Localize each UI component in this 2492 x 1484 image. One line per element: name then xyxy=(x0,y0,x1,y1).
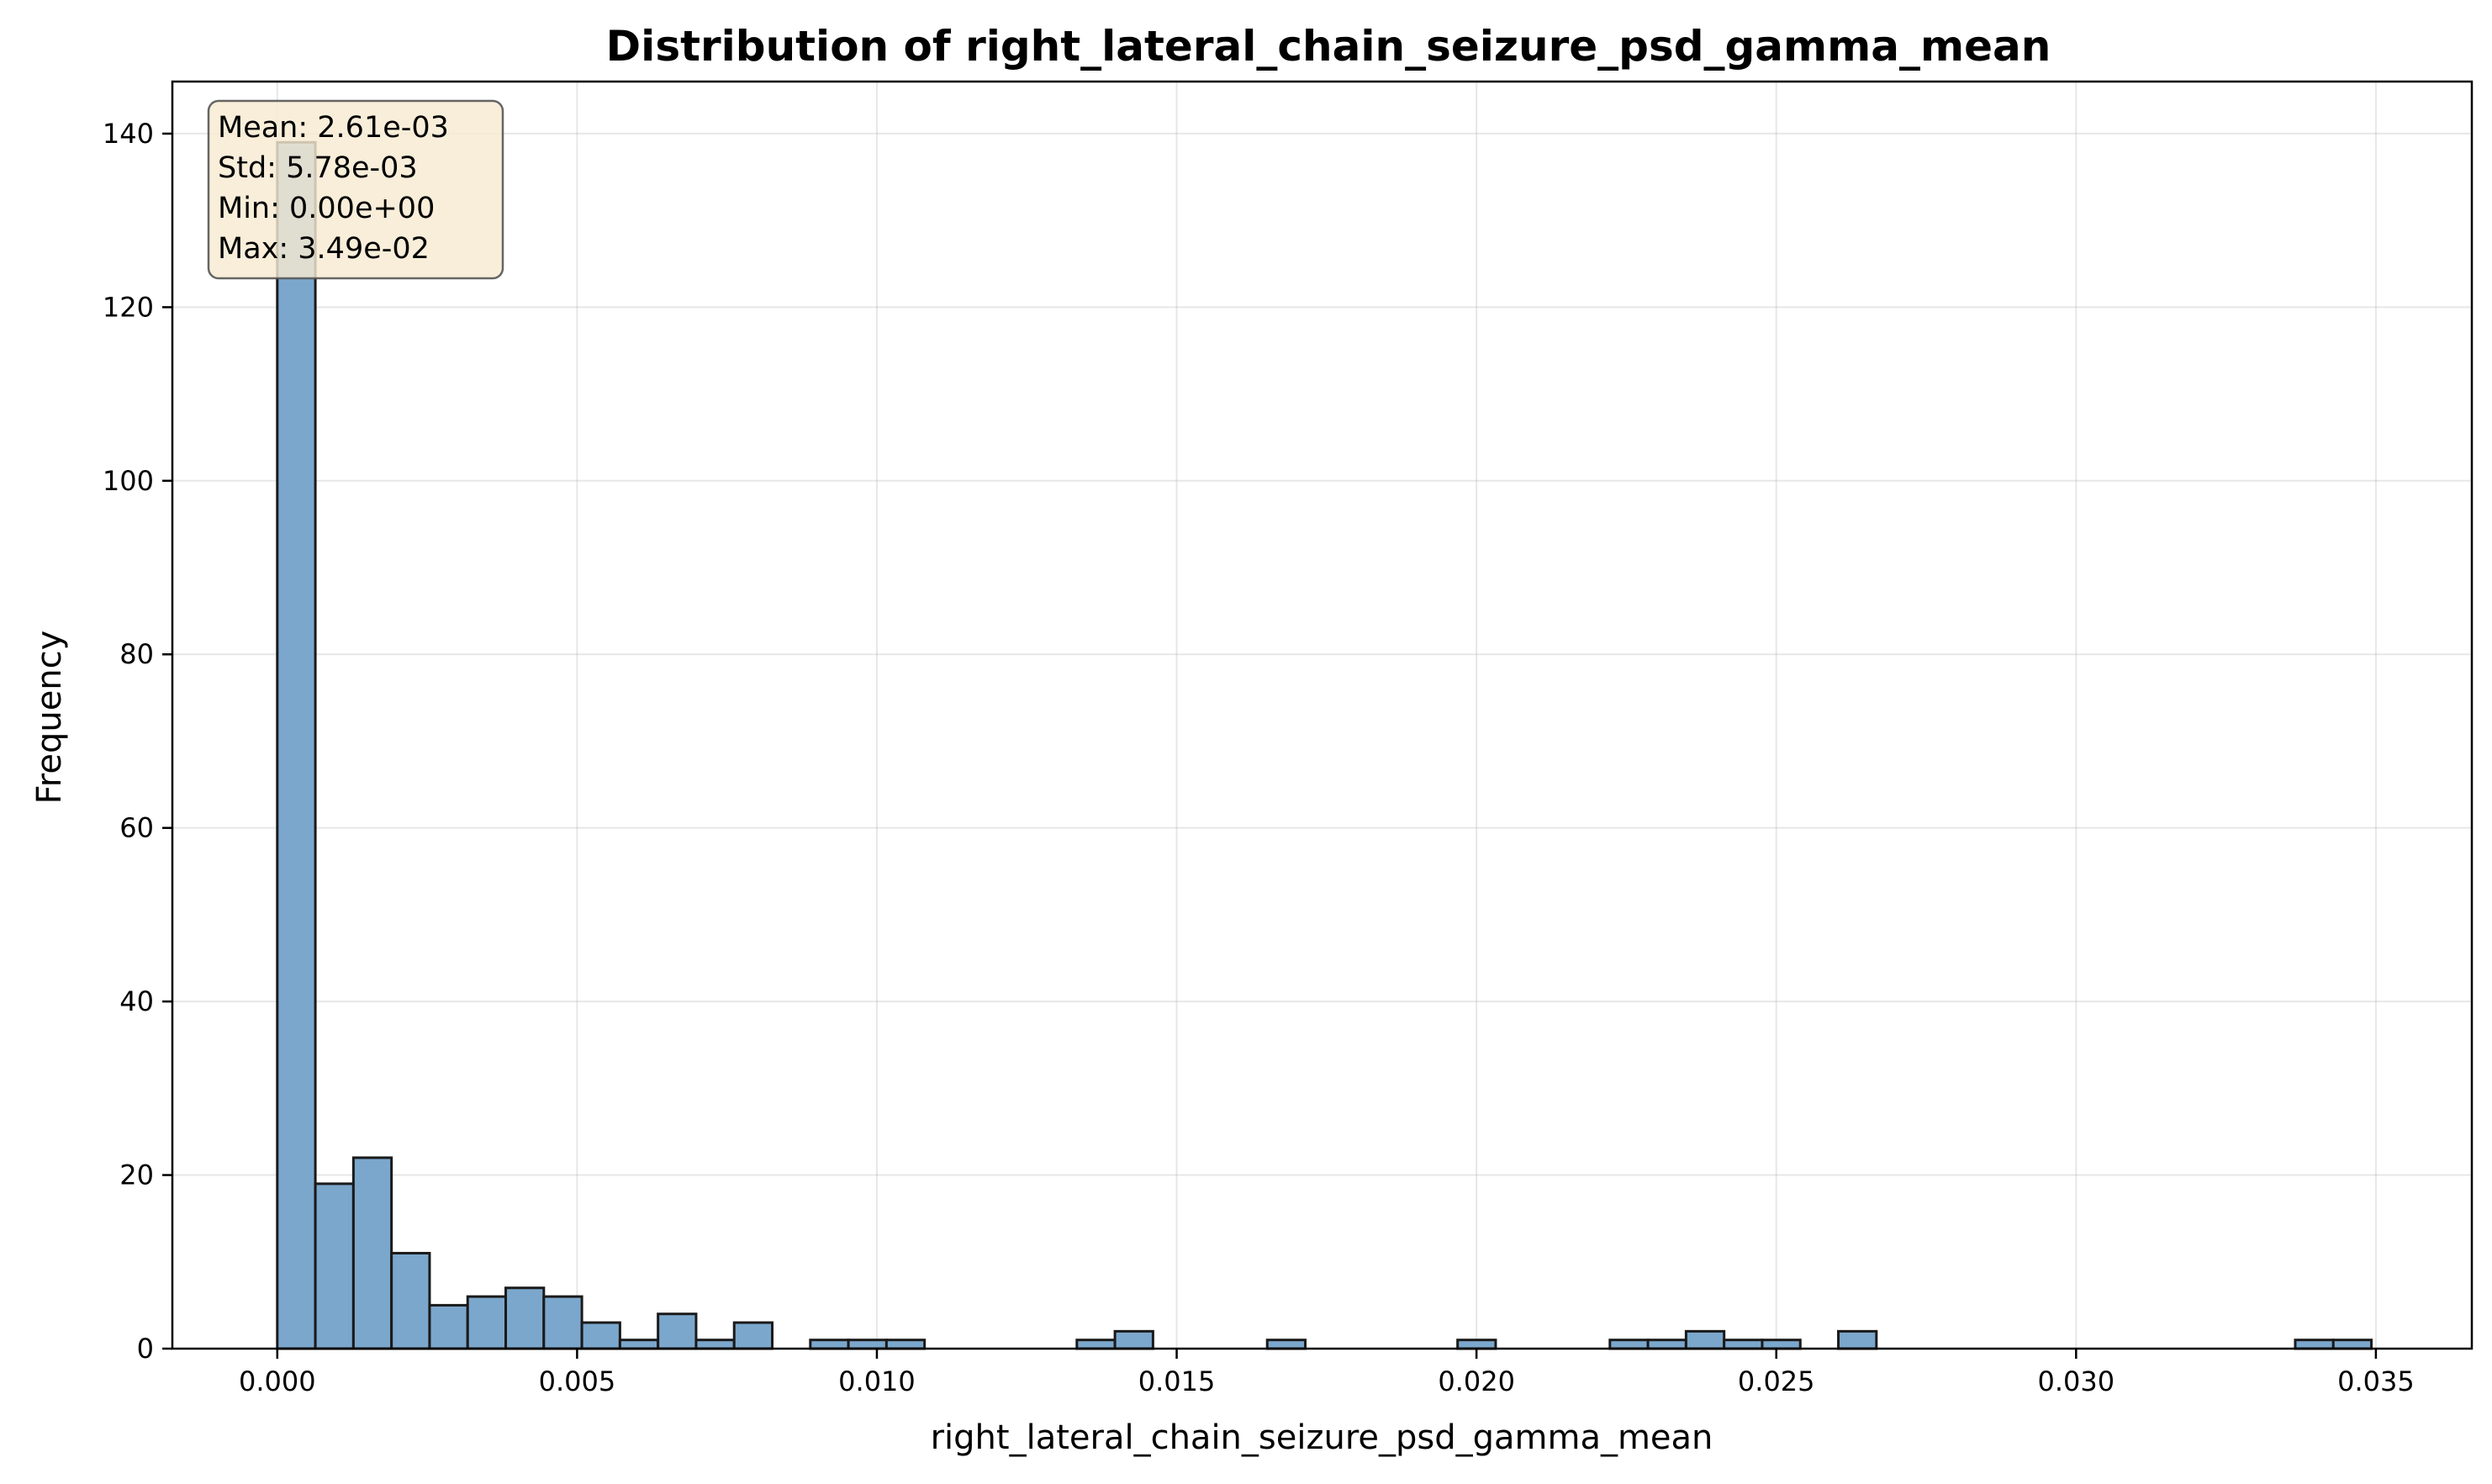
histogram-bar-38 xyxy=(1723,1339,1764,1350)
histogram-bar-9 xyxy=(618,1339,660,1350)
histogram-bar-21 xyxy=(1075,1339,1117,1350)
histogram-bar-54 xyxy=(2331,1339,2373,1350)
stats-box-background xyxy=(207,99,504,280)
histogram-bar-22 xyxy=(1113,1329,1154,1350)
stats-mean: Mean: 2.61e-03 xyxy=(218,111,449,145)
histogram-bar-39 xyxy=(1761,1339,1802,1350)
histogram-bar-0 xyxy=(276,140,317,1350)
x-tick-label-3: 0.015 xyxy=(1138,1365,1216,1397)
y-tick-label-1: 20 xyxy=(119,1159,154,1191)
histogram-bar-7 xyxy=(542,1295,583,1350)
histogram-bar-5 xyxy=(466,1295,508,1350)
x-tick-label-4: 0.020 xyxy=(1438,1365,1515,1397)
y-tick-label-0: 0 xyxy=(137,1333,154,1365)
stats-max: Max: 3.49e-02 xyxy=(218,232,430,266)
histogram-bar-37 xyxy=(1684,1329,1726,1350)
histogram-bar-14 xyxy=(809,1339,850,1350)
y-tick-label-3: 60 xyxy=(119,812,154,844)
x-tick-label-5: 0.025 xyxy=(1738,1365,1815,1397)
histogram-bar-3 xyxy=(390,1251,431,1350)
y-axis-ticks: 0 20 40 60 80 100 120 140 xyxy=(103,118,172,1365)
histogram-bar-2 xyxy=(351,1156,393,1350)
histogram-bar-4 xyxy=(428,1303,469,1350)
x-axis-label: right_lateral_chain_seizure_psd_gamma_me… xyxy=(931,1418,1713,1457)
y-tick-label-6: 120 xyxy=(103,291,154,323)
y-tick-label-2: 40 xyxy=(119,985,154,1017)
histogram-bar-36 xyxy=(1646,1339,1687,1350)
x-axis-ticks: 0.000 0.005 0.010 0.015 0.020 0.025 0.030 0.035 xyxy=(239,1349,2415,1397)
histogram-bar-26 xyxy=(1265,1339,1307,1350)
histogram-bar-12 xyxy=(732,1321,774,1350)
histogram-bar-16 xyxy=(884,1339,927,1350)
histogram-bar-31 xyxy=(1456,1339,1497,1350)
x-tick-label-2: 0.010 xyxy=(838,1365,916,1397)
x-tick-label-7: 0.035 xyxy=(2337,1365,2415,1397)
histogram-bar-10 xyxy=(657,1312,698,1350)
y-tick-label-7: 140 xyxy=(103,118,154,150)
y-tick-label-4: 80 xyxy=(119,638,154,670)
histogram-bar-8 xyxy=(580,1321,621,1350)
x-tick-label-0: 0.000 xyxy=(239,1365,316,1397)
histogram-bar-35 xyxy=(1608,1339,1650,1350)
histogram-bar-11 xyxy=(694,1339,736,1350)
histogram-bar-53 xyxy=(2294,1339,2335,1350)
stats-min: Min: 0.00e+00 xyxy=(218,192,435,225)
histogram-bar-6 xyxy=(504,1286,546,1350)
y-tick-label-5: 100 xyxy=(103,465,154,497)
x-tick-label-1: 0.005 xyxy=(539,1365,616,1397)
stats-annotation-box: Mean: 2.61e-03 Std: 5.78e-03 Min: 0.00e+… xyxy=(207,99,504,280)
histogram-bar-1 xyxy=(314,1182,355,1350)
histogram-bar-41 xyxy=(1837,1329,1878,1350)
y-axis-label: Frequency xyxy=(30,631,69,805)
chart-title: Distribution of right_lateral_chain_seiz… xyxy=(606,22,2051,71)
histogram-bar-15 xyxy=(847,1339,888,1350)
x-tick-label-6: 0.030 xyxy=(2038,1365,2115,1397)
stats-std: Std: 5.78e-03 xyxy=(218,151,418,185)
plot-frame xyxy=(171,80,2474,1350)
